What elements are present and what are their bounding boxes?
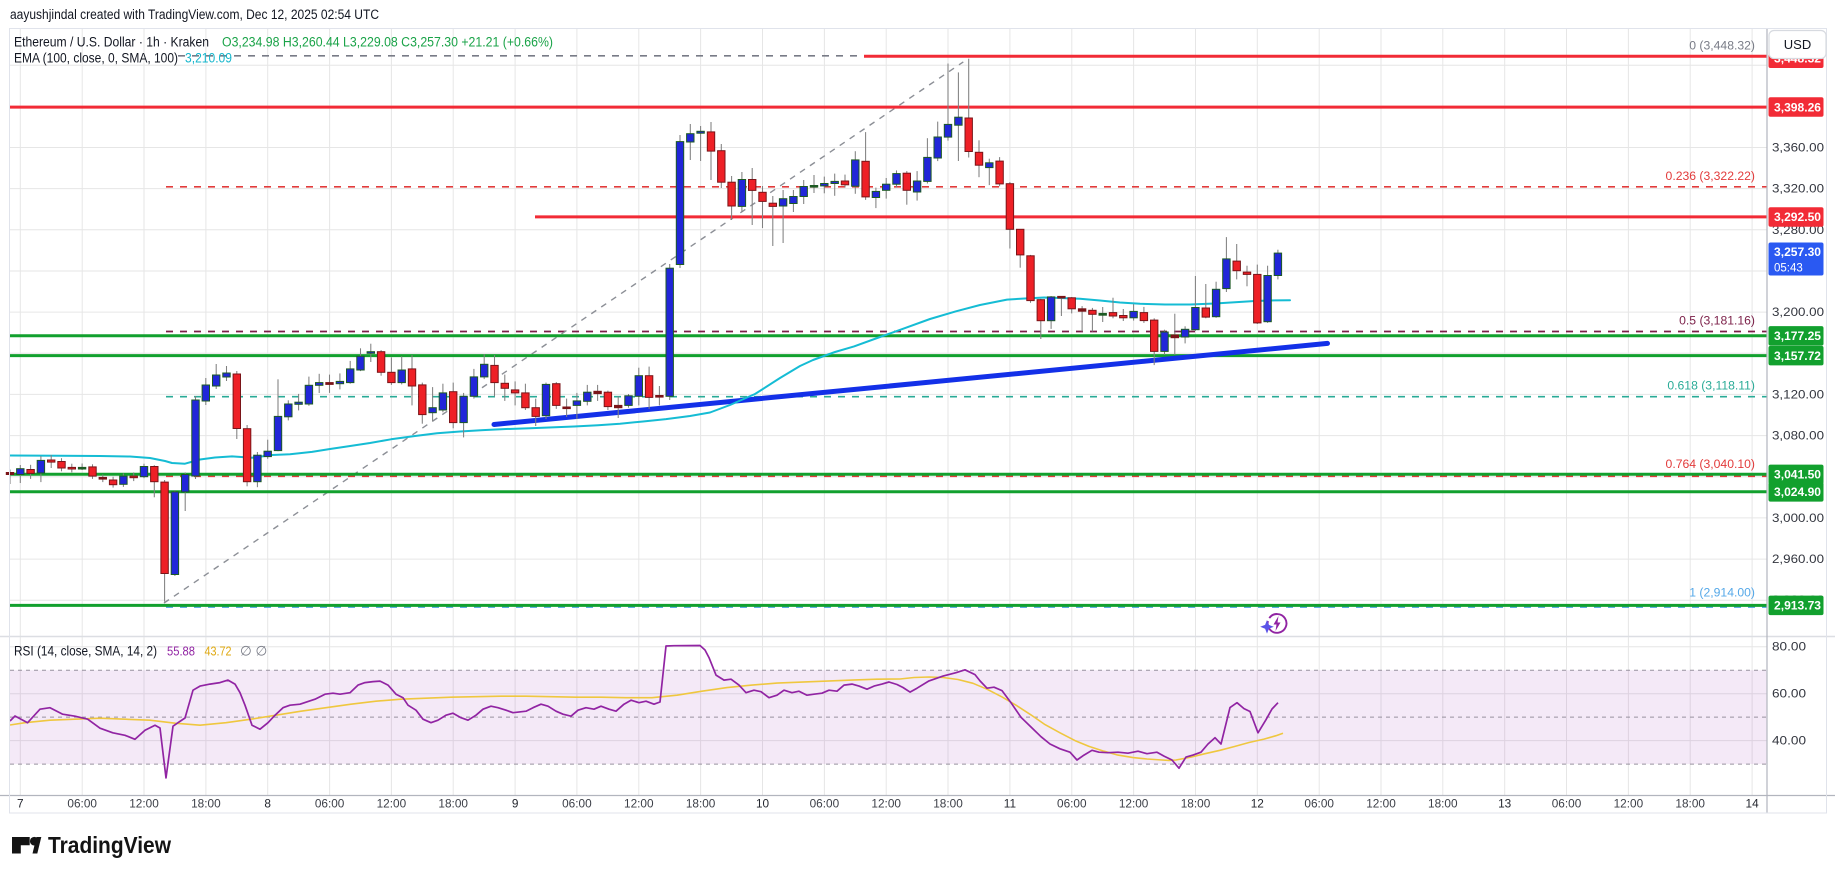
svg-text:aayushjindal created with Trad: aayushjindal created with TradingView.co… xyxy=(10,7,379,22)
svg-text:40.00: 40.00 xyxy=(1772,734,1806,748)
svg-text:8: 8 xyxy=(264,797,271,811)
svg-text:2,913.73: 2,913.73 xyxy=(1774,599,1821,613)
svg-text:43.72: 43.72 xyxy=(205,644,232,659)
svg-text:EMA (100, close, 0, SMA, 100): EMA (100, close, 0, SMA, 100) xyxy=(14,51,178,66)
svg-text:3,024.90: 3,024.90 xyxy=(1774,485,1821,499)
svg-text:3,177.25: 3,177.25 xyxy=(1774,329,1821,343)
svg-text:0.5 (3,181.16): 0.5 (3,181.16) xyxy=(1679,313,1755,327)
svg-text:0.618 (3,118.11): 0.618 (3,118.11) xyxy=(1667,379,1755,393)
svg-text:05:43: 05:43 xyxy=(1774,263,1803,275)
svg-text:TradingView: TradingView xyxy=(48,832,171,858)
svg-text:18:00: 18:00 xyxy=(1181,797,1211,811)
svg-text:55.88: 55.88 xyxy=(167,644,195,659)
svg-text:06:00: 06:00 xyxy=(1304,797,1334,811)
svg-text:1 (2,914.00): 1 (2,914.00) xyxy=(1689,585,1755,599)
svg-text:3,080.00: 3,080.00 xyxy=(1772,429,1824,443)
svg-text:0 (3,448.32): 0 (3,448.32) xyxy=(1689,39,1755,53)
svg-text:3,210.09: 3,210.09 xyxy=(185,51,232,66)
svg-text:10: 10 xyxy=(756,797,770,811)
svg-text:3,292.50: 3,292.50 xyxy=(1774,210,1821,224)
svg-text:06:00: 06:00 xyxy=(810,797,840,811)
svg-text:3,000.00: 3,000.00 xyxy=(1772,511,1824,525)
svg-text:06:00: 06:00 xyxy=(1057,797,1087,811)
svg-text:80.00: 80.00 xyxy=(1772,640,1806,654)
svg-text:12: 12 xyxy=(1251,797,1264,811)
svg-text:06:00: 06:00 xyxy=(67,797,97,811)
svg-text:3,157.72: 3,157.72 xyxy=(1774,349,1821,363)
svg-text:3,200.00: 3,200.00 xyxy=(1772,305,1824,319)
svg-text:3,398.26: 3,398.26 xyxy=(1774,100,1821,114)
svg-text:RSI (14, close, SMA, 14, 2): RSI (14, close, SMA, 14, 2) xyxy=(14,644,157,659)
svg-text:12:00: 12:00 xyxy=(1366,797,1396,811)
svg-text:12:00: 12:00 xyxy=(377,797,407,811)
svg-text:06:00: 06:00 xyxy=(562,797,592,811)
svg-text:06:00: 06:00 xyxy=(315,797,345,811)
svg-text:60.00: 60.00 xyxy=(1772,687,1806,701)
svg-text:12:00: 12:00 xyxy=(1119,797,1149,811)
svg-text:Ethereum / U.S. Dollar · 1h ·: Ethereum / U.S. Dollar · 1h · Kraken xyxy=(14,35,209,50)
svg-text:3,041.50: 3,041.50 xyxy=(1774,468,1821,482)
svg-text:USD: USD xyxy=(1784,37,1811,52)
svg-text:3,320.00: 3,320.00 xyxy=(1772,182,1824,196)
svg-text:11: 11 xyxy=(1004,797,1016,811)
svg-text:18:00: 18:00 xyxy=(686,797,716,811)
svg-text:3,257.30: 3,257.30 xyxy=(1774,245,1821,259)
svg-text:14: 14 xyxy=(1746,797,1760,811)
svg-text:06:00: 06:00 xyxy=(1552,797,1582,811)
svg-text:18:00: 18:00 xyxy=(1428,797,1458,811)
svg-text:18:00: 18:00 xyxy=(438,797,468,811)
svg-text:12:00: 12:00 xyxy=(871,797,901,811)
svg-text:7: 7 xyxy=(17,797,24,811)
svg-text:12:00: 12:00 xyxy=(129,797,159,811)
svg-text:0.236 (3,322.22): 0.236 (3,322.22) xyxy=(1666,169,1755,183)
svg-text:9: 9 xyxy=(512,797,519,811)
svg-text:3,360.00: 3,360.00 xyxy=(1772,141,1824,155)
svg-text:∅ ∅: ∅ ∅ xyxy=(240,644,268,659)
svg-text:2,960.00: 2,960.00 xyxy=(1772,552,1824,566)
svg-text:3,120.00: 3,120.00 xyxy=(1772,387,1824,401)
svg-text:18:00: 18:00 xyxy=(933,797,963,811)
svg-text:0.764 (3,040.10): 0.764 (3,040.10) xyxy=(1666,457,1755,471)
svg-text:18:00: 18:00 xyxy=(191,797,221,811)
svg-text:12:00: 12:00 xyxy=(1614,797,1644,811)
svg-text:18:00: 18:00 xyxy=(1675,797,1705,811)
svg-text:13: 13 xyxy=(1498,797,1512,811)
svg-text:O3,234.98 H3,260.44 L3,229.08: O3,234.98 H3,260.44 L3,229.08 C3,257.30 … xyxy=(222,35,553,50)
svg-text:12:00: 12:00 xyxy=(624,797,654,811)
